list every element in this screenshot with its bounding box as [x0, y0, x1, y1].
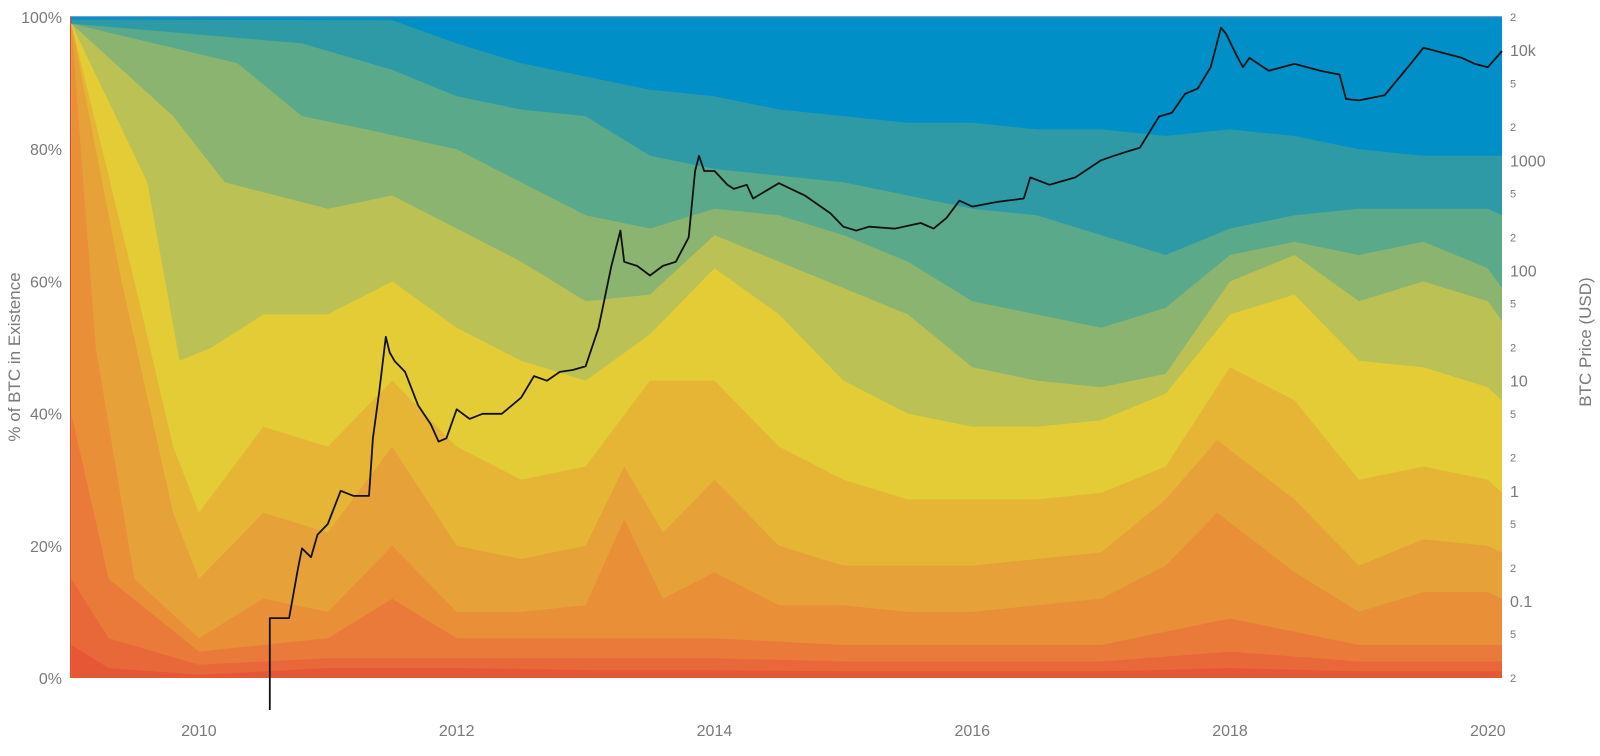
y-right-minor-tick-10: 2 — [1510, 122, 1516, 134]
y-right-minor-tick-3: 5 — [1510, 519, 1516, 531]
band-1 — [71, 578, 1502, 678]
y-right-minor-tick-12: 2 — [1510, 12, 1516, 24]
x-tick-label-2014: 2014 — [697, 723, 733, 740]
y-axis-left-title: % of BTC in Existence — [5, 272, 24, 441]
y-axis-right-title: BTC Price (USD) — [1576, 277, 1595, 406]
y-left-tick-label-20: 20% — [30, 539, 62, 556]
y-right-minor-tick-11: 5 — [1510, 78, 1516, 90]
y-axis-left: 0% 20% 40% 60% 80% 100% — [21, 10, 62, 688]
y-right-major-tick-10k: 10k — [1510, 43, 1537, 60]
x-tick-label-2018: 2018 — [1212, 723, 1248, 740]
y-right-major-tick-10: 10 — [1510, 374, 1528, 391]
y-right-major-tick-1000: 1000 — [1510, 153, 1546, 170]
x-tick-label-2020: 2020 — [1470, 723, 1506, 740]
y-right-minor-tick-8: 2 — [1510, 232, 1516, 244]
age-bands — [70, 16, 1502, 679]
price-line-layer — [268, 26, 1503, 710]
y-right-minor-tick-5: 5 — [1510, 409, 1516, 421]
btc-price-line — [268, 26, 1503, 710]
y-axis-right: 0.1 1 10 100 1000 10k 2 5 2 5 2 5 2 5 2 5 2 5 2 — [1510, 12, 1546, 685]
x-tick-label-2016: 2016 — [954, 723, 990, 740]
y-right-minor-tick-6: 2 — [1510, 343, 1516, 355]
y-right-minor-tick-2: 2 — [1510, 563, 1516, 575]
band-2 — [71, 413, 1502, 678]
y-left-tick-label-100: 100% — [21, 10, 62, 27]
band-0 — [71, 645, 1502, 678]
y-right-minor-tick-1: 5 — [1510, 629, 1516, 641]
y-right-major-tick-1: 1 — [1510, 484, 1519, 501]
x-tick-label-2010: 2010 — [181, 723, 217, 740]
band-4 — [71, 23, 1502, 679]
y-right-minor-tick-4: 2 — [1510, 453, 1516, 465]
x-tick-label-2012: 2012 — [439, 723, 475, 740]
y-right-major-tick-0.1: 0.1 — [1510, 594, 1532, 611]
y-right-minor-tick-0: 2 — [1510, 673, 1516, 685]
y-left-tick-label-40: 40% — [30, 407, 62, 424]
y-left-tick-label-0: 0% — [39, 671, 62, 688]
y-right-minor-tick-9: 5 — [1510, 188, 1516, 200]
x-axis: 2010 2012 2014 2016 2018 2020 — [181, 723, 1506, 740]
y-right-minor-tick-7: 5 — [1510, 299, 1516, 311]
band-3 — [71, 23, 1502, 679]
y-left-tick-label-80: 80% — [30, 142, 62, 159]
y-right-major-tick-100: 100 — [1510, 263, 1537, 280]
y-left-tick-label-60: 60% — [30, 274, 62, 291]
